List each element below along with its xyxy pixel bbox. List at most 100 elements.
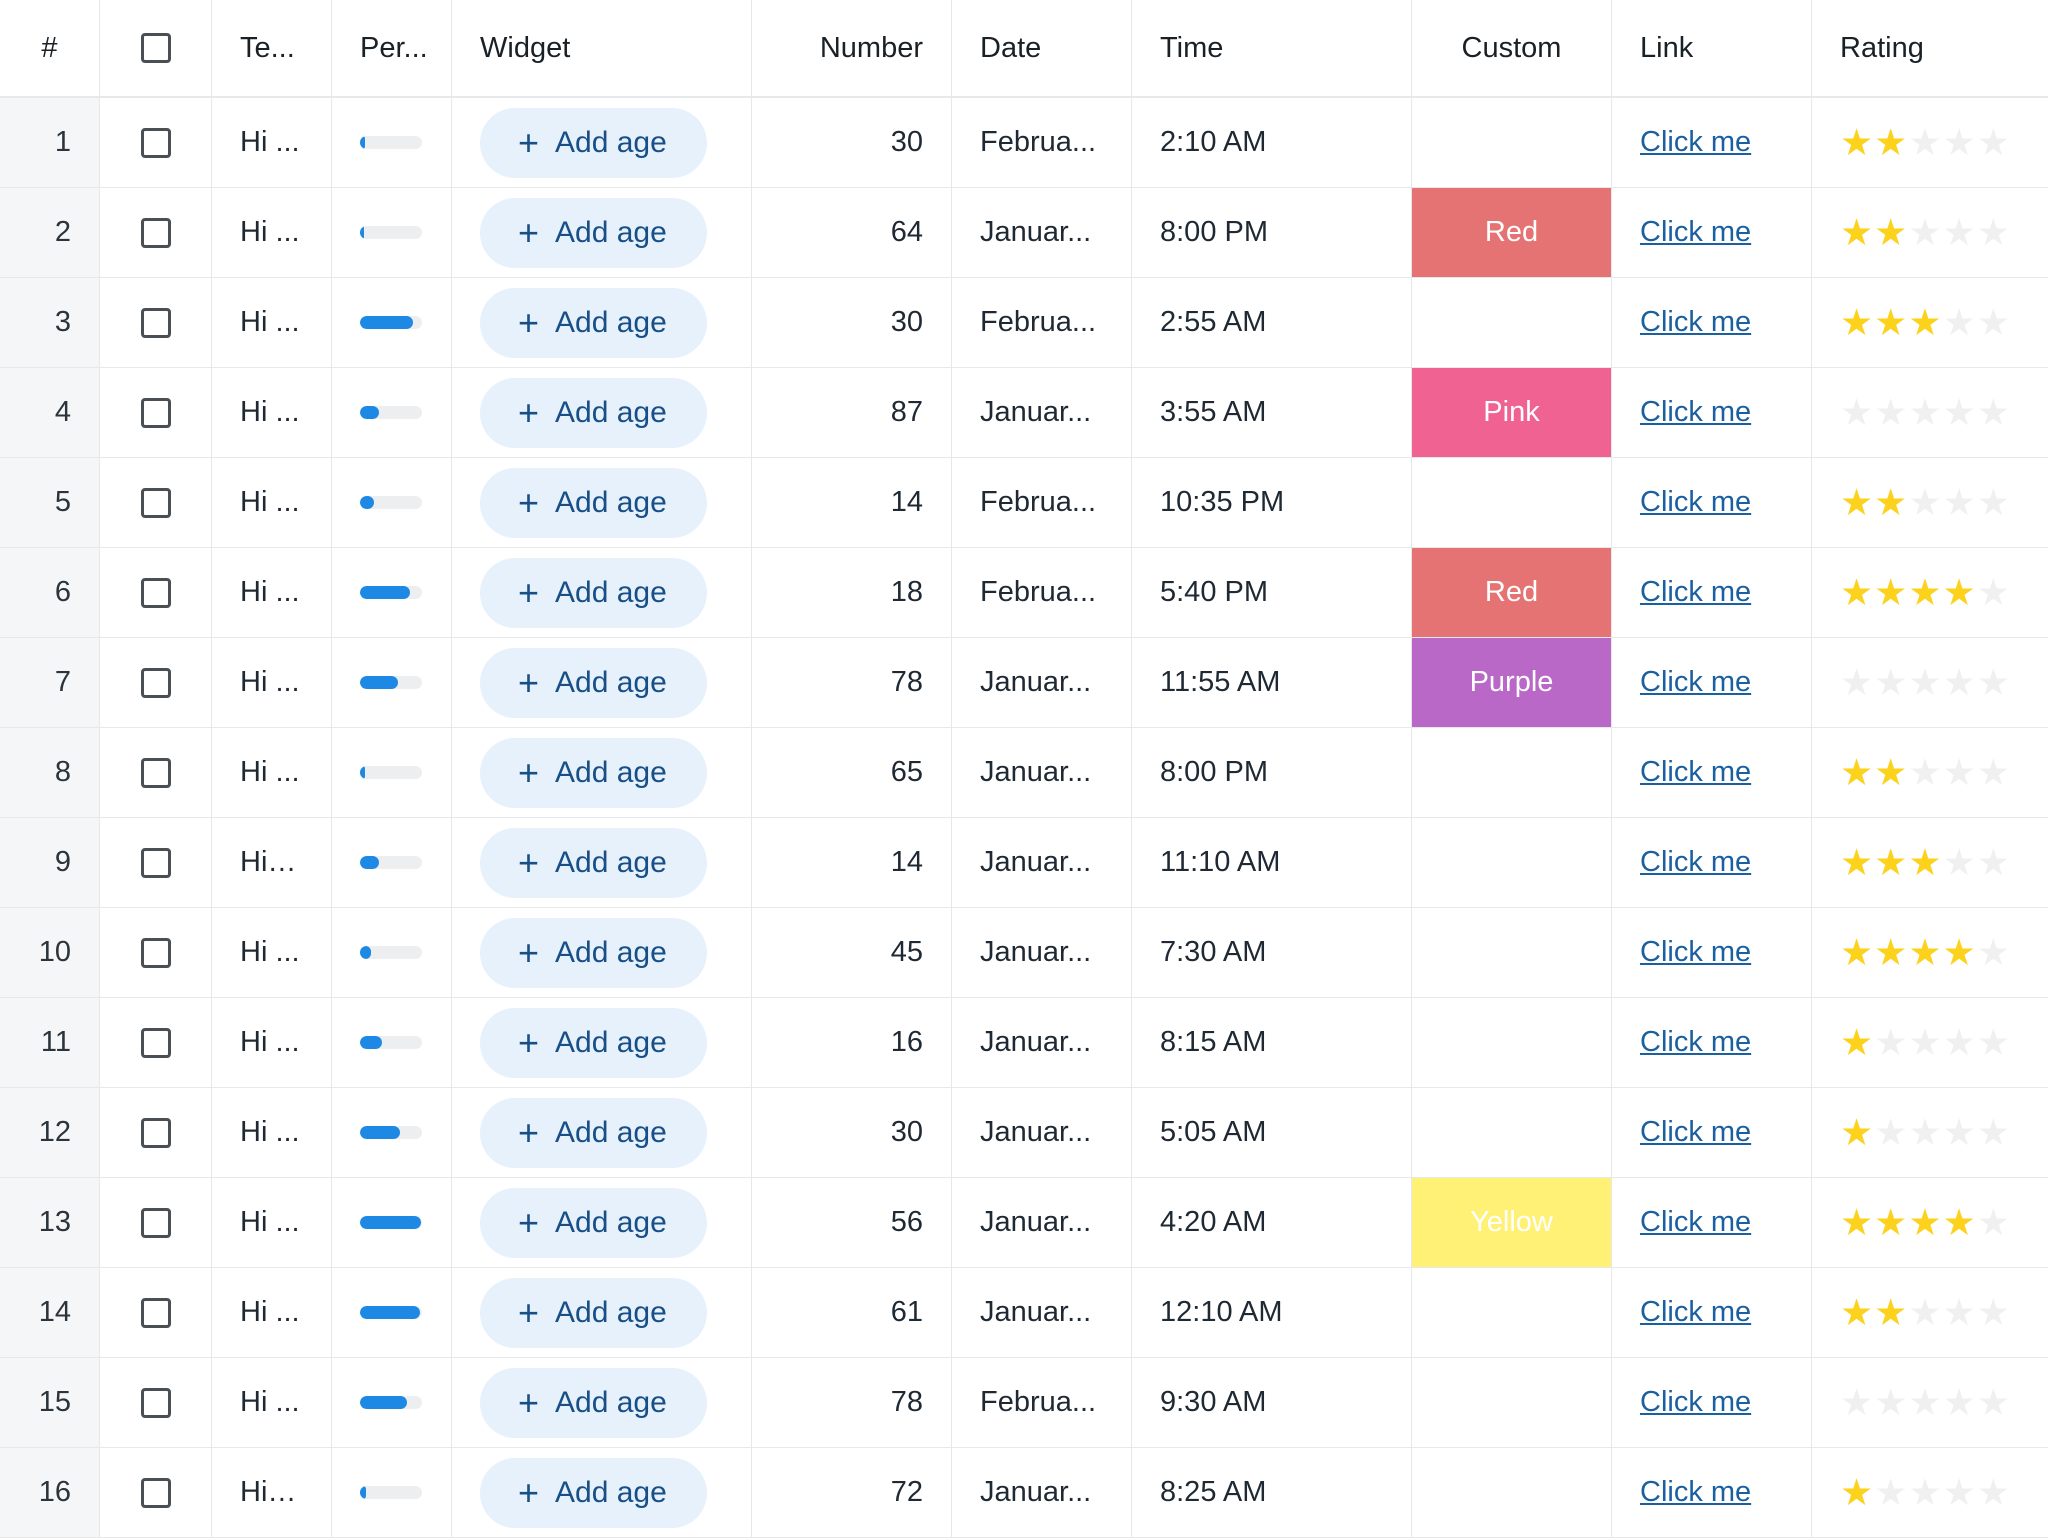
table-row[interactable]: 6 Hi ... + Add age 18 Februa... 5:40 PM … (0, 548, 2048, 638)
table-row[interactable]: 4 Hi ... + Add age 87 Januar... 3:55 AM … (0, 368, 2048, 458)
star-rating[interactable]: ★ ★ ★ ★ ★ (1840, 1294, 2010, 1331)
number-cell[interactable]: 78 (752, 638, 952, 727)
star-icon[interactable]: ★ (1840, 1202, 1874, 1243)
percent-cell[interactable] (332, 548, 452, 637)
text-cell[interactable]: Hi ... (212, 368, 332, 457)
row-select-cell[interactable] (100, 1448, 212, 1537)
text-cell[interactable]: Hi ... (212, 998, 332, 1087)
star-icon[interactable]: ★ (1840, 1292, 1874, 1333)
star-icon[interactable]: ★ (1942, 1382, 1976, 1423)
percent-cell[interactable] (332, 1088, 452, 1177)
add-age-button[interactable]: + Add age (480, 377, 707, 448)
star-icon[interactable]: ★ (1874, 842, 1908, 883)
date-cell[interactable]: Januar... (952, 638, 1132, 727)
star-icon[interactable]: ★ (1942, 572, 1976, 613)
table-row[interactable]: 7 Hi ... + Add age 78 Januar... 11:55 AM… (0, 638, 2048, 728)
table-row[interactable]: 12 Hi ... + Add age 30 Januar... 5:05 AM… (0, 1088, 2048, 1178)
row-checkbox[interactable] (140, 757, 171, 788)
add-age-button[interactable]: + Add age (480, 287, 707, 358)
star-icon[interactable]: ★ (1908, 392, 1942, 433)
star-icon[interactable]: ★ (1874, 572, 1908, 613)
row-checkbox[interactable] (140, 667, 171, 698)
time-cell[interactable]: 8:15 AM (1132, 998, 1412, 1087)
click-me-link[interactable]: Click me (1640, 936, 1752, 968)
number-cell[interactable]: 30 (752, 278, 952, 367)
star-icon[interactable]: ★ (1874, 1382, 1908, 1423)
text-cell[interactable]: Hi L... (212, 818, 332, 907)
custom-cell[interactable] (1412, 998, 1612, 1087)
star-rating[interactable]: ★ ★ ★ ★ ★ (1840, 1114, 2010, 1151)
star-icon[interactable]: ★ (1840, 842, 1874, 883)
row-checkbox[interactable] (140, 487, 171, 518)
custom-cell[interactable] (1412, 278, 1612, 367)
star-rating[interactable]: ★ ★ ★ ★ ★ (1840, 304, 2010, 341)
percent-cell[interactable] (332, 1448, 452, 1537)
star-rating[interactable]: ★ ★ ★ ★ ★ (1840, 574, 2010, 611)
text-cell[interactable]: Hi ... (212, 548, 332, 637)
star-icon[interactable]: ★ (1874, 1202, 1908, 1243)
time-cell[interactable]: 9:30 AM (1132, 1358, 1412, 1447)
table-row[interactable]: 2 Hi ... + Add age 64 Januar... 8:00 PM … (0, 188, 2048, 278)
number-cell[interactable]: 56 (752, 1178, 952, 1267)
rating-cell[interactable]: ★ ★ ★ ★ ★ (1812, 1268, 2048, 1357)
star-icon[interactable]: ★ (1976, 122, 2010, 163)
star-rating[interactable]: ★ ★ ★ ★ ★ (1840, 1204, 2010, 1241)
number-cell[interactable]: 30 (752, 98, 952, 187)
percent-cell[interactable] (332, 1358, 452, 1447)
star-icon[interactable]: ★ (1908, 212, 1942, 253)
star-rating[interactable]: ★ ★ ★ ★ ★ (1840, 394, 2010, 431)
row-select-cell[interactable] (100, 458, 212, 547)
date-cell[interactable]: Januar... (952, 818, 1132, 907)
time-cell[interactable]: 11:55 AM (1132, 638, 1412, 727)
row-checkbox[interactable] (140, 577, 171, 608)
add-age-button[interactable]: + Add age (480, 467, 707, 538)
text-cell[interactable]: Hi ... (212, 458, 332, 547)
text-cell[interactable]: Hi ... (212, 1268, 332, 1357)
add-age-button[interactable]: + Add age (480, 107, 707, 178)
click-me-link[interactable]: Click me (1640, 576, 1752, 608)
star-icon[interactable]: ★ (1908, 1382, 1942, 1423)
row-select-cell[interactable] (100, 1358, 212, 1447)
click-me-link[interactable]: Click me (1640, 756, 1752, 788)
select-all-checkbox[interactable] (140, 33, 171, 63)
rating-cell[interactable]: ★ ★ ★ ★ ★ (1812, 368, 2048, 457)
star-icon[interactable]: ★ (1976, 932, 2010, 973)
star-icon[interactable]: ★ (1908, 572, 1942, 613)
rating-cell[interactable]: ★ ★ ★ ★ ★ (1812, 1358, 2048, 1447)
table-row[interactable]: 8 Hi ... + Add age 65 Januar... 8:00 PM … (0, 728, 2048, 818)
date-cell[interactable]: Januar... (952, 728, 1132, 817)
click-me-link[interactable]: Click me (1640, 1116, 1752, 1148)
percent-cell[interactable] (332, 278, 452, 367)
header-widget[interactable]: Widget (452, 0, 752, 96)
table-row[interactable]: 11 Hi ... + Add age 16 Januar... 8:15 AM… (0, 998, 2048, 1088)
star-icon[interactable]: ★ (1840, 1022, 1874, 1063)
row-select-cell[interactable] (100, 638, 212, 727)
percent-cell[interactable] (332, 908, 452, 997)
add-age-button[interactable]: + Add age (480, 1367, 707, 1438)
star-icon[interactable]: ★ (1976, 1382, 2010, 1423)
star-icon[interactable]: ★ (1840, 392, 1874, 433)
header-rating[interactable]: Rating (1840, 31, 1924, 64)
custom-cell[interactable] (1412, 818, 1612, 907)
star-icon[interactable]: ★ (1976, 662, 2010, 703)
custom-cell[interactable] (1412, 1088, 1612, 1177)
text-cell[interactable]: Hi ... (212, 98, 332, 187)
custom-cell[interactable] (1412, 98, 1612, 187)
text-cell[interactable]: Hi ... (212, 1088, 332, 1177)
row-checkbox[interactable] (140, 1297, 171, 1328)
star-icon[interactable]: ★ (1840, 572, 1874, 613)
time-cell[interactable]: 4:20 AM (1132, 1178, 1412, 1267)
percent-cell[interactable] (332, 998, 452, 1087)
row-checkbox[interactable] (140, 1207, 171, 1238)
date-cell[interactable]: Januar... (952, 1178, 1132, 1267)
time-cell[interactable]: 3:55 AM (1132, 368, 1412, 457)
star-icon[interactable]: ★ (1976, 392, 2010, 433)
text-cell[interactable]: Hi L... (212, 1448, 332, 1537)
star-icon[interactable]: ★ (1976, 752, 2010, 793)
custom-cell[interactable]: Red (1412, 188, 1612, 277)
date-cell[interactable]: Februa... (952, 278, 1132, 367)
number-cell[interactable]: 14 (752, 818, 952, 907)
row-checkbox[interactable] (140, 937, 171, 968)
click-me-link[interactable]: Click me (1640, 486, 1752, 518)
row-checkbox[interactable] (140, 127, 171, 158)
